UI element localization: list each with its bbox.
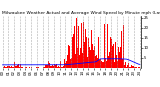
Text: Milwaukee Weather Actual and Average Wind Speed by Minute mph (Last 24 Hours): Milwaukee Weather Actual and Average Win… — [2, 11, 160, 15]
